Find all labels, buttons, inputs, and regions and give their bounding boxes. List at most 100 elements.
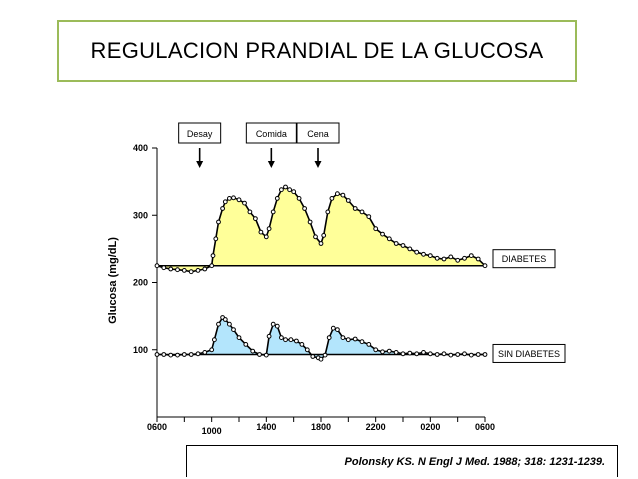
data-point (321, 233, 327, 238)
data-point (400, 351, 406, 357)
data-point (231, 327, 236, 333)
data-point (258, 229, 264, 235)
data-point (441, 256, 447, 262)
data-point (318, 356, 324, 362)
data-point (283, 337, 288, 343)
data-point (427, 253, 433, 259)
data-point (340, 335, 346, 341)
data-point (326, 335, 332, 341)
meal-label-box (296, 122, 340, 144)
series-area-sin-diabetes (157, 317, 485, 360)
data-point (386, 348, 392, 354)
data-point (310, 354, 316, 359)
citation-box: Polonsky KS. N Engl J Med. 1988; 318: 12… (186, 445, 618, 477)
data-point (302, 206, 308, 211)
x-tick-label: 1800 (311, 422, 331, 432)
data-point (400, 243, 406, 248)
data-point (236, 335, 242, 341)
data-point (283, 184, 288, 190)
data-point (236, 197, 242, 203)
data-point (279, 335, 284, 341)
data-point (345, 198, 351, 203)
data-point (210, 253, 216, 259)
data-point (318, 241, 324, 246)
data-point (441, 351, 447, 357)
data-point (475, 256, 481, 262)
x-tick-label: 1000 (202, 426, 222, 436)
data-point (250, 348, 256, 354)
data-point (352, 336, 358, 342)
data-point (380, 349, 385, 355)
data-point (386, 236, 392, 242)
meal-label-box (178, 122, 222, 144)
data-point (243, 342, 249, 347)
data-point (202, 350, 208, 355)
data-point (366, 214, 372, 220)
data-point (352, 206, 358, 211)
data-point (335, 191, 340, 197)
data-point (181, 268, 187, 273)
chart-axes: 100 200 300 400 0600 1000 1400 1800 2200 0200 0600… (107, 143, 495, 436)
data-point (195, 351, 201, 357)
data-point (216, 321, 221, 327)
data-point (296, 196, 302, 201)
data-point (373, 347, 379, 353)
data-point (380, 231, 385, 237)
data-point (482, 352, 488, 357)
y-tick-label: 200 (133, 278, 148, 288)
data-point (448, 352, 454, 358)
data-point (468, 253, 474, 259)
meal-label: Comida (256, 129, 287, 139)
data-point (325, 209, 331, 215)
data-point (366, 342, 372, 347)
data-point (434, 352, 440, 357)
data-point (434, 255, 440, 261)
data-point (340, 192, 346, 198)
data-point (304, 347, 310, 353)
data-point (181, 352, 187, 357)
data-point (329, 196, 335, 201)
series-label-box (492, 343, 566, 363)
data-point (427, 351, 433, 357)
data-point (154, 352, 160, 357)
citation-text: Polonsky KS. N Engl J Med. 1988; 318: 12… (344, 455, 605, 468)
series-label-box (492, 249, 556, 269)
data-point (345, 337, 351, 343)
data-point (188, 269, 194, 275)
data-point (168, 352, 174, 358)
data-point (448, 254, 454, 260)
data-point (291, 189, 297, 195)
data-point (482, 263, 488, 269)
x-tick-label: 0600 (475, 422, 495, 432)
data-point (274, 323, 280, 329)
data-point (216, 219, 221, 225)
data-point (462, 255, 467, 261)
data-point (195, 268, 201, 273)
data-point (322, 352, 328, 358)
data-point (307, 219, 313, 225)
data-point (468, 352, 474, 358)
data-point (294, 338, 299, 344)
data-point (287, 187, 293, 193)
data-point (213, 236, 219, 242)
data-point (227, 196, 232, 201)
data-point (330, 325, 336, 331)
meal-markers: Desay Comida Cena (178, 122, 340, 168)
title-box: REGULACION PRANDIAL DE LA GLUCOSA (57, 20, 577, 82)
chart-areas (154, 184, 488, 362)
data-point (266, 333, 272, 339)
data-point (455, 352, 461, 357)
series-line (157, 316, 485, 361)
y-tick-label: 100 (133, 345, 148, 355)
data-point (407, 246, 413, 252)
y-tick-label: 400 (133, 143, 148, 153)
series-area-diabetes (157, 187, 485, 272)
data-point (407, 350, 413, 356)
data-point (421, 350, 426, 355)
data-point (335, 327, 340, 333)
data-point (393, 241, 399, 246)
x-tick-label: 2200 (366, 422, 386, 432)
data-point (175, 352, 180, 358)
data-point (414, 351, 420, 357)
data-point (274, 196, 280, 201)
